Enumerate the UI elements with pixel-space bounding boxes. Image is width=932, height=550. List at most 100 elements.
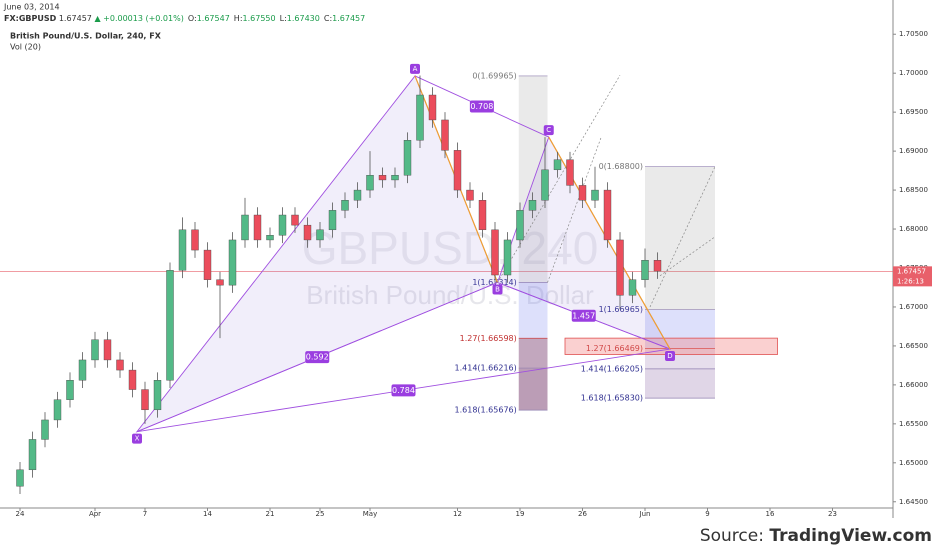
last-price-timer: 1:26:13 [897, 277, 924, 285]
candle-body [303, 224, 312, 241]
candle-body [366, 175, 374, 191]
y-tick-label: 1.70500 [899, 30, 928, 38]
candle-body [441, 119, 449, 151]
x-tick-label: May [363, 510, 377, 518]
y-tick-label: 1.65000 [899, 459, 928, 467]
fib-band [518, 282, 548, 339]
ohlc-label: H: [234, 14, 243, 23]
fib-label: 1(1.67314) [472, 278, 516, 287]
trend-line [547, 136, 602, 283]
symbol: FX:GBPUSD [4, 14, 57, 23]
ohlc-value: 1.67547 [197, 14, 230, 23]
plot: 1.64500 1.65000 1.65500 1.66000 1.66500 1.670… [0, 30, 932, 518]
candle-body [616, 239, 624, 296]
x-tick-label: 14 [203, 510, 212, 518]
point-label: D [667, 352, 672, 360]
point-label: A [413, 65, 418, 73]
candle-body [341, 200, 349, 211]
ohlc-value: 1.67457 [332, 14, 365, 23]
point-box [132, 433, 142, 444]
fib-label: 0(1.68800) [599, 162, 643, 171]
fib-label: 1.618(1.65830) [581, 394, 643, 403]
candle-body [603, 189, 612, 241]
trend-line [649, 166, 716, 308]
ratio-label: 1.457 [572, 311, 595, 320]
point-box [543, 125, 554, 136]
candle-body [41, 419, 49, 440]
x-tick-label: Apr [89, 510, 101, 518]
candle-body [178, 229, 187, 271]
fib-band [645, 166, 715, 310]
change: ▲ +0.00013 (+0.01%) [94, 14, 183, 23]
fib-label: 1(1.66965) [599, 305, 643, 314]
candle-body [653, 260, 662, 272]
candle-body [191, 229, 199, 251]
candle-body [53, 399, 62, 421]
candle-body [241, 214, 249, 241]
trend-line [659, 236, 716, 277]
ohlc-label: O: [188, 14, 197, 23]
candle-body [503, 239, 512, 276]
x-tick-label: Jun [639, 510, 651, 518]
candle-body [128, 369, 137, 390]
x-tick-label: 25 [316, 510, 325, 518]
point-label: X [135, 435, 140, 443]
source-prefix: Source: [700, 526, 770, 546]
ohlc-value: 1.67550 [243, 14, 276, 23]
candle-body [91, 339, 99, 361]
fib-band [645, 309, 715, 349]
candle-body [628, 279, 637, 296]
fib-label: 1.27(1.66469) [586, 344, 643, 353]
fib-band [645, 348, 715, 369]
source-name: TradingView.com [769, 526, 932, 546]
y-tick-label: 1.69000 [899, 147, 928, 155]
y-tick-label: 1.65500 [899, 420, 928, 428]
date: June 03, 2014 [3, 3, 60, 12]
ohlc: O:1.67547 H:1.67550 L:1.67430 C:1.67457 [188, 14, 365, 23]
fib-band [645, 368, 715, 399]
candle-body [591, 189, 599, 201]
y-tick-label: 1.66500 [899, 342, 928, 350]
candle-body [28, 439, 37, 471]
x-tick-label: 23 [828, 510, 837, 518]
candle-body [278, 214, 287, 236]
last-price-label: 1.67457 [897, 267, 926, 275]
x-tick-label: 21 [266, 510, 275, 518]
candle-body [203, 249, 212, 280]
y-tick-label: 1.67000 [899, 303, 928, 311]
candle-body [266, 235, 274, 241]
ratio-label: 0.784 [392, 386, 415, 395]
point-box [410, 63, 420, 74]
candle-body [141, 389, 149, 411]
ohlc-value: 1.67430 [287, 14, 320, 23]
y-tick-label: 1.70000 [899, 69, 928, 77]
candle-body [166, 270, 174, 381]
ohlc-label: C: [324, 14, 332, 23]
candle-body [78, 359, 87, 381]
candle-body [541, 169, 549, 201]
ratio-box [571, 309, 596, 322]
candle-body [391, 175, 399, 181]
candle-body [641, 260, 649, 280]
ratio-box [391, 384, 416, 397]
quote: FX:GBPUSD 1.67457 ▲ +0.00013 (+0.01%) O:1… [4, 14, 365, 23]
fib-label: 0(1.69965) [472, 71, 516, 80]
ratio-box [469, 100, 494, 113]
candle-body [253, 214, 262, 241]
fib-label: 1.618(1.65676) [455, 406, 517, 415]
candle-body [116, 359, 124, 371]
candle-body [66, 380, 74, 400]
ratio-label: 0.592 [306, 353, 329, 362]
x-tick-label: 9 [705, 510, 709, 518]
candle-body [553, 159, 562, 171]
fib-band [518, 368, 548, 411]
candle-body [566, 159, 574, 186]
ratio-box [305, 351, 330, 364]
candle-body [316, 229, 324, 241]
candle-body [291, 214, 299, 226]
watermark: GBPUSD, 240 [302, 222, 599, 274]
fib-label: 1.414(1.66216) [455, 364, 517, 373]
point-box [665, 351, 675, 362]
